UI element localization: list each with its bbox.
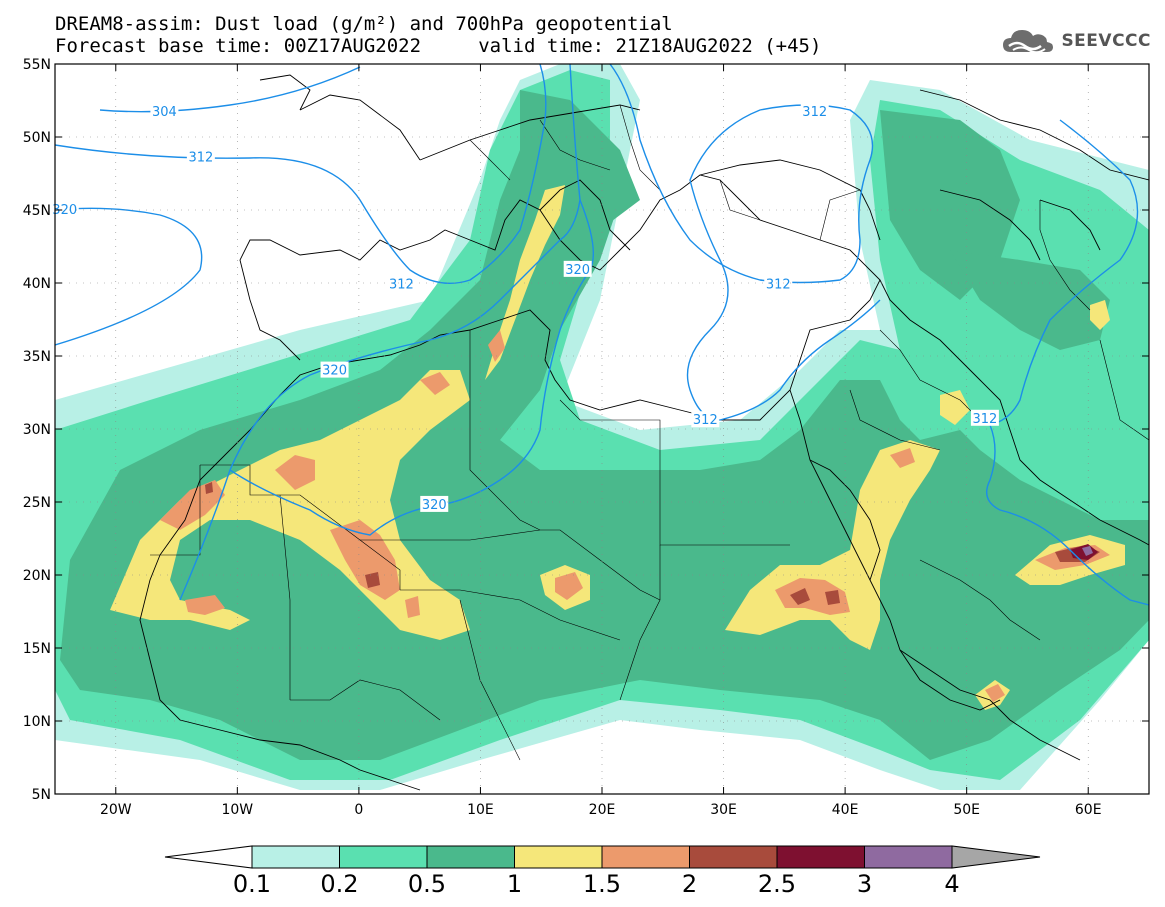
dust-field bbox=[55, 64, 1149, 790]
lon-tick-label: 20W bbox=[100, 802, 132, 818]
lat-tick-label: 45N bbox=[23, 203, 51, 219]
lat-tick-label: 55N bbox=[23, 57, 51, 73]
contour-label-bg bbox=[691, 411, 720, 428]
lat-tick-label: 40N bbox=[23, 276, 51, 292]
map-frame bbox=[54, 63, 1150, 795]
colorbar-label: 2.5 bbox=[758, 870, 796, 898]
colorbar: 0.1 0.2 0.5 1 1.5 2 2.5 3 4 bbox=[164, 845, 1041, 898]
map-subtitle: Forecast base time: 00Z17AUG2022 valid t… bbox=[55, 35, 822, 57]
lat-tick-label: 50N bbox=[23, 130, 51, 146]
contour-label: 312 bbox=[389, 277, 414, 292]
contour-label-bg bbox=[150, 103, 179, 120]
colorbar-under-triangle bbox=[164, 845, 253, 869]
contour-label: 320 bbox=[565, 263, 590, 278]
colorbar-label: 0.5 bbox=[408, 870, 446, 898]
colorbar-label: 1.5 bbox=[583, 870, 621, 898]
contour-label: 312 bbox=[972, 412, 997, 427]
lat-tick-label: 5N bbox=[32, 787, 51, 803]
lat-tick-label: 25N bbox=[23, 495, 51, 511]
lon-tick-label: 0 bbox=[354, 802, 363, 818]
contour-label: 312 bbox=[766, 277, 791, 292]
lat-tick-label: 10N bbox=[23, 714, 51, 730]
contour-label-bg bbox=[50, 201, 79, 217]
map-title: DREAM8-assim: Dust load (g/m²) and 700hP… bbox=[55, 13, 673, 35]
country-borders bbox=[150, 104, 1149, 761]
lon-tick-label: 20E bbox=[589, 802, 616, 818]
contour-label-bg bbox=[764, 275, 793, 292]
lat-tick-label: 20N bbox=[23, 568, 51, 584]
contour-label-bg bbox=[320, 361, 349, 378]
contour-label-group: 304 312 320 312 320 320 312 312 312 312 320 bbox=[50, 103, 999, 513]
colorbar-over-triangle bbox=[951, 845, 1041, 869]
contour-label-bg bbox=[563, 260, 592, 277]
colorbar-segment bbox=[339, 845, 428, 869]
lon-tick-label: 10W bbox=[221, 802, 253, 818]
contour-label: 320 bbox=[52, 203, 77, 218]
contour-label-bg bbox=[186, 148, 215, 165]
lon-tick-labels: 20W 10W 0 10E 20E 30E 40E 50E 60E bbox=[100, 802, 1102, 818]
colorbar-segment bbox=[864, 845, 953, 869]
colorbar-segment bbox=[251, 845, 340, 869]
colorbar-label: 4 bbox=[944, 870, 959, 898]
colorbar-label: 3 bbox=[857, 870, 872, 898]
contour-label-bg bbox=[970, 409, 999, 426]
lat-tick-label: 15N bbox=[23, 641, 51, 657]
lat-tick-labels: 55N 50N 45N 40N 35N 30N 25N 20N 15N 10N 5N bbox=[23, 57, 51, 803]
colorbar-segment bbox=[689, 845, 778, 869]
lon-tick-label: 10E bbox=[467, 802, 494, 818]
lon-tick-label: 40E bbox=[832, 802, 859, 818]
contour-label-bg bbox=[800, 103, 829, 120]
contour-label-bg bbox=[387, 275, 416, 292]
contour-label: 320 bbox=[422, 498, 447, 513]
colorbar-label: 1 bbox=[507, 870, 522, 898]
logo-text: SEEVCCC bbox=[1061, 31, 1151, 51]
contour-label: 304 bbox=[152, 105, 177, 120]
colorbar-label: 0.1 bbox=[233, 870, 271, 898]
colorbar-segment bbox=[514, 845, 603, 869]
colorbar-segment bbox=[601, 845, 690, 869]
contour-label: 312 bbox=[693, 413, 718, 428]
lat-tick-label: 30N bbox=[23, 422, 51, 438]
contour-label: 312 bbox=[188, 150, 213, 165]
colorbar-label: 2 bbox=[682, 870, 697, 898]
lat-tick-label: 35N bbox=[23, 349, 51, 365]
cloud-icon bbox=[1003, 30, 1054, 54]
contour-label: 312 bbox=[802, 105, 827, 120]
lon-tick-label: 30E bbox=[710, 802, 737, 818]
lon-tick-label: 50E bbox=[953, 802, 980, 818]
colorbar-segment bbox=[776, 845, 865, 869]
colorbar-label: 0.2 bbox=[320, 870, 358, 898]
grid-lines bbox=[55, 63, 1149, 795]
contour-label: 320 bbox=[322, 364, 347, 379]
colorbar-segment bbox=[426, 845, 515, 869]
lon-tick-label: 60E bbox=[1075, 802, 1102, 818]
seevccc-logo: SEEVCCC bbox=[1001, 26, 1151, 56]
contour-label-bg bbox=[420, 495, 449, 512]
geopotential-contours bbox=[55, 64, 1149, 606]
